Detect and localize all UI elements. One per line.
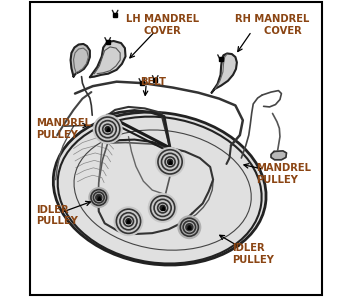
Circle shape	[178, 216, 201, 238]
Polygon shape	[70, 44, 90, 77]
Circle shape	[105, 127, 110, 132]
Circle shape	[149, 194, 177, 222]
Circle shape	[93, 115, 122, 143]
Circle shape	[160, 205, 165, 211]
Circle shape	[89, 188, 108, 207]
Text: MANDREL
PULLEY: MANDREL PULLEY	[256, 163, 311, 184]
Circle shape	[97, 196, 101, 199]
Polygon shape	[90, 41, 126, 77]
Circle shape	[187, 225, 191, 229]
Circle shape	[114, 207, 143, 236]
Text: BELT: BELT	[140, 77, 166, 87]
Ellipse shape	[53, 112, 266, 265]
Text: IDLER
PULLEY: IDLER PULLEY	[36, 205, 78, 226]
Text: IDLER
PULLEY: IDLER PULLEY	[232, 243, 274, 265]
Polygon shape	[212, 53, 237, 93]
Text: RH MANDREL
      COVER: RH MANDREL COVER	[235, 15, 310, 36]
Text: LH MANDREL
COVER: LH MANDREL COVER	[126, 15, 199, 36]
Text: MANDREL
PULLEY: MANDREL PULLEY	[36, 119, 92, 140]
Polygon shape	[271, 151, 287, 160]
Circle shape	[168, 159, 172, 165]
Circle shape	[156, 148, 184, 176]
Circle shape	[126, 219, 131, 224]
